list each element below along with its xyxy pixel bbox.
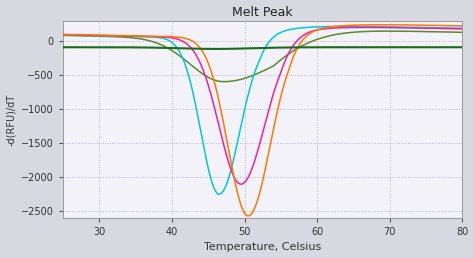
Y-axis label: -d(RFU)/dT: -d(RFU)/dT bbox=[6, 93, 16, 146]
Title: Melt Peak: Melt Peak bbox=[232, 6, 293, 19]
X-axis label: Temperature, Celsius: Temperature, Celsius bbox=[204, 243, 321, 252]
